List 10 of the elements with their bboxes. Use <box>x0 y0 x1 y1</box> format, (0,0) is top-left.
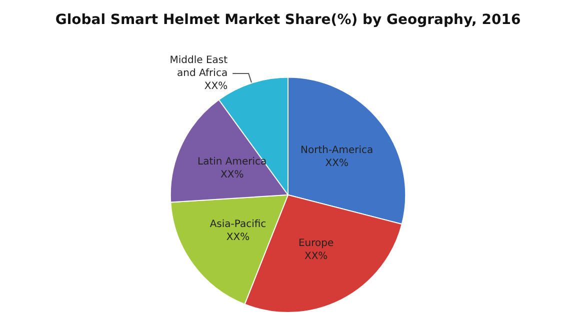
data-label: XX% <box>226 232 250 244</box>
data-label: XX% <box>304 250 328 262</box>
slice-label: Europe <box>298 238 334 249</box>
slice-label: North-America <box>300 145 374 156</box>
data-label: XX% <box>220 170 244 181</box>
data-label: XX% <box>325 158 348 169</box>
chart-title: Global Smart Helmet Market Share(%) by Geography, 2016 <box>55 12 521 28</box>
data-label: XX% <box>204 81 228 92</box>
slice-label: Middle East and Africa <box>170 55 228 80</box>
slice-label: Asia-Pacific <box>210 219 266 230</box>
